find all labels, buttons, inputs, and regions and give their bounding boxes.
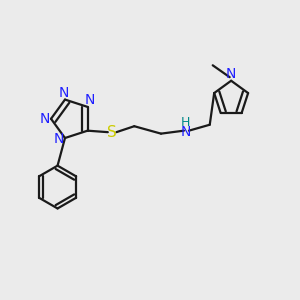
Text: N: N (180, 124, 190, 139)
Text: H: H (181, 116, 190, 129)
Text: N: N (53, 133, 64, 146)
Text: S: S (107, 125, 117, 140)
Text: N: N (58, 86, 69, 100)
Text: N: N (226, 67, 236, 81)
Text: N: N (39, 112, 50, 126)
Text: N: N (85, 93, 95, 107)
